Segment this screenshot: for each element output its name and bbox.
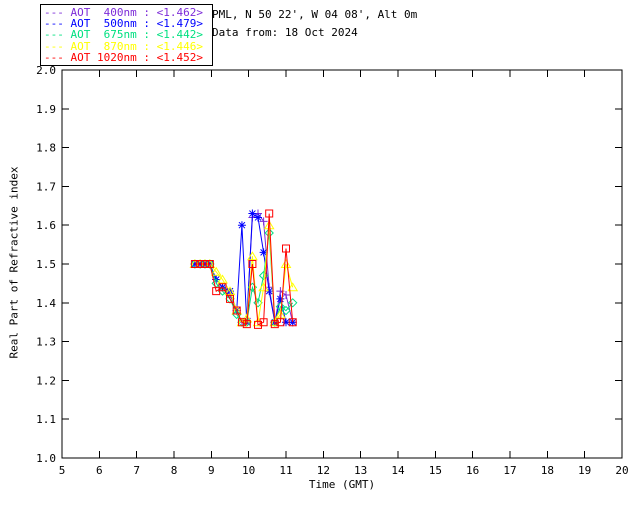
plot-frame (61, 69, 623, 459)
legend-entry: --- AOT 500nm : <1.479> (44, 17, 203, 31)
marker-square-aot-1020nm (218, 283, 227, 292)
x-tick-label: 18 (541, 464, 554, 477)
y-tick-label: 1.6 (36, 219, 56, 232)
legend-entry: --- AOT 1020nm : <1.452> (44, 50, 203, 64)
marker-square-aot-1020nm (242, 320, 251, 329)
marker-square-aot-1020nm (212, 287, 221, 296)
marker-square-aot-1020nm (232, 306, 241, 315)
x-tick-label: 5 (59, 464, 66, 477)
y-tick-label: 1.5 (36, 258, 56, 271)
x-tick-label: 7 (133, 464, 140, 477)
y-tick-label: 1.0 (36, 452, 56, 465)
marker-asterisk-aot-500nm (282, 318, 290, 327)
y-tick-label: 1.3 (36, 336, 56, 349)
marker-square-aot-1020nm (259, 318, 268, 327)
y-tick-label: 2.0 (36, 64, 56, 77)
y-tick-label: 1.7 (36, 180, 56, 193)
marker-square-aot-1020nm (288, 318, 297, 327)
legend-entry: --- AOT 675nm : <1.442> (44, 28, 203, 42)
marker-plus-aot-400nm (282, 291, 290, 300)
x-tick-label: 9 (208, 464, 215, 477)
legend-entry: --- AOT 870nm : <1.446> (44, 39, 203, 53)
marker-square-aot-1020nm (276, 318, 285, 327)
marker-diamond-aot-675nm (264, 228, 274, 238)
marker-asterisk-aot-500nm (237, 221, 246, 230)
marker-square-aot-1020nm (205, 260, 214, 268)
y-tick-label: 1.2 (36, 374, 56, 387)
x-tick-label: 12 (317, 464, 330, 477)
marker-asterisk-aot-500nm (265, 287, 274, 296)
marker-square-aot-1020nm (237, 318, 246, 327)
marker-diamond-aot-675nm (281, 305, 291, 316)
x-tick-label: 11 (279, 464, 292, 477)
x-tick-label: 19 (578, 464, 591, 477)
marker-square-aot-1020nm (248, 260, 257, 268)
y-tick-label: 1.8 (36, 142, 56, 155)
x-tick-label: 17 (503, 464, 516, 477)
marker-triangle-aot-870nm (217, 274, 228, 284)
marker-square-aot-1020nm (265, 209, 274, 218)
y-tick-label: 1.9 (36, 103, 56, 116)
marker-square-aot-1020nm (254, 320, 262, 329)
x-tick-label: 16 (466, 464, 479, 477)
marker-asterisk-aot-500nm (259, 248, 268, 257)
marker-triangle-aot-870nm (210, 266, 222, 276)
station-info: PML, N 50 22', W 04 08', Alt 0m (212, 8, 418, 21)
marker-asterisk-aot-500nm (276, 294, 285, 303)
marker-triangle-aot-870nm (224, 286, 236, 296)
x-tick-label: 6 (96, 464, 103, 477)
marker-triangle-aot-870nm (247, 251, 258, 261)
marker-square-aot-1020nm (270, 320, 279, 329)
x-tick-label: 14 (391, 464, 405, 477)
legend-box: --- AOT 400nm : <1.462> --- AOT 500nm : <… (40, 4, 213, 67)
series-line-aot-1020nm (194, 213, 294, 326)
x-tick-label: 10 (242, 464, 255, 477)
x-tick-label: 8 (171, 464, 178, 477)
marker-square-aot-1020nm (282, 244, 290, 253)
marker-diamond-aot-675nm (232, 309, 242, 320)
marker-plus-aot-400nm (259, 217, 268, 226)
marker-triangle-aot-870nm (263, 220, 275, 230)
marker-square-aot-1020nm (226, 294, 234, 303)
x-tick-label: 13 (354, 464, 367, 477)
x-axis-title: Time (GMT) (308, 478, 376, 491)
marker-asterisk-aot-500nm (288, 318, 297, 327)
y-axis-title: Real Part of Refractive index (7, 166, 21, 359)
y-tick-label: 1.4 (36, 297, 56, 310)
marker-diamond-aot-675nm (288, 298, 298, 308)
x-tick-label: 20 (615, 464, 628, 477)
marker-diamond-aot-675nm (253, 298, 263, 308)
marker-triangle-aot-870nm (280, 259, 292, 268)
marker-asterisk-aot-500nm (248, 209, 257, 218)
legend-entry: --- AOT 400nm : <1.462> (44, 6, 203, 19)
marker-asterisk-aot-500nm (254, 213, 262, 222)
marker-triangle-aot-870nm (287, 282, 299, 292)
x-tick-label: 15 (429, 464, 442, 477)
data-date: Data from: 18 Oct 2024 (212, 26, 358, 39)
y-tick-label: 1.1 (36, 413, 56, 426)
